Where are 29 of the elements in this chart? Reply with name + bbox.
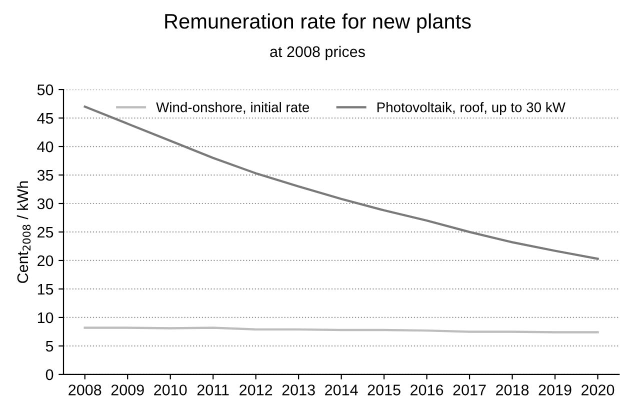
x-tick-label: 2011 bbox=[197, 384, 229, 396]
chart-title: Remuneration rate for new plants bbox=[165, 13, 471, 33]
x-tick-label: 2020 bbox=[582, 384, 614, 396]
y-tick-label: 15 bbox=[38, 284, 54, 295]
y-tick-label: 10 bbox=[38, 312, 54, 324]
x-tick-label: 2010 bbox=[154, 384, 187, 396]
x-tick-label: 2017 bbox=[453, 384, 486, 396]
x-tick-label: 2009 bbox=[111, 384, 144, 396]
y-tick-label: 40 bbox=[37, 141, 54, 152]
y-tick-label: 5 bbox=[46, 340, 54, 352]
y-axis-title: Cent$_{2008}$ / kWh bbox=[16, 181, 31, 283]
x-tick-label: 2013 bbox=[282, 384, 315, 396]
legend-label: Photovoltaik, roof, up to 30 kW bbox=[377, 102, 566, 115]
x-tick-label: 2008 bbox=[68, 384, 102, 396]
y-tick-label: 0 bbox=[46, 369, 54, 380]
x-tick-label: 2012 bbox=[240, 384, 272, 396]
x-tick-label: 2019 bbox=[538, 384, 572, 396]
x-tick-label: 2018 bbox=[496, 384, 529, 396]
y-tick-label: 30 bbox=[37, 198, 54, 210]
y-tick-label: 35 bbox=[37, 170, 54, 181]
x-tick-label: 2016 bbox=[410, 384, 444, 396]
x-tick-label: 2014 bbox=[325, 384, 358, 396]
y-tick-label: 20 bbox=[38, 255, 54, 266]
y-tick-label: 45 bbox=[37, 113, 54, 124]
y-tick-label: 50 bbox=[37, 84, 54, 96]
x-tick-label: 2015 bbox=[368, 384, 400, 396]
chart-subtitle: at 2008 prices bbox=[270, 46, 365, 60]
y-tick-label: 25 bbox=[38, 226, 54, 238]
legend-label: Wind-onshore, initial rate bbox=[156, 102, 310, 114]
